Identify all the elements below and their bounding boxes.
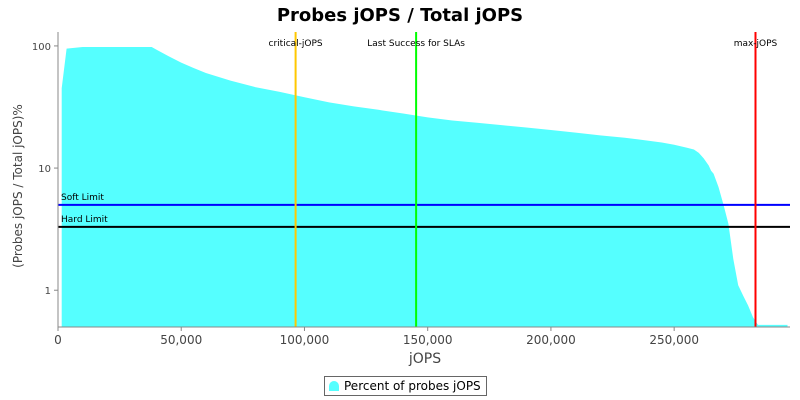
x-tick-label-4: 200,000 <box>526 333 576 347</box>
vertical-marker-label-2: max-jOPS <box>734 39 778 49</box>
x-tick-label-0: 0 <box>54 333 62 347</box>
x-tick-label-1: 50,000 <box>160 333 202 347</box>
y-tick-label-0: 1 <box>45 286 51 297</box>
x-tick-label-5: 250,000 <box>649 333 699 347</box>
legend: Percent of probes jOPS <box>324 376 487 396</box>
legend-swatch <box>329 381 339 391</box>
plot-area: Soft Limit Hard Limit critical-jOPS Last Su… <box>32 32 790 347</box>
series-area-0 <box>61 47 788 327</box>
legend-label: Percent of probes jOPS <box>344 379 481 393</box>
horizontal-marker-label-0: Soft Limit <box>61 193 104 203</box>
x-tick-label-3: 150,000 <box>403 333 453 347</box>
y-tick-label-2: 100 <box>32 42 51 53</box>
horizontal-marker-label-1: Hard Limit <box>61 215 108 225</box>
x-axis-label: jOPS <box>408 351 441 367</box>
chart-title: Probes jOPS / Total jOPS <box>277 5 523 26</box>
vertical-marker-label-0: critical-jOPS <box>269 39 323 49</box>
vertical-marker-label-1: Last Success for SLAs <box>367 39 465 49</box>
x-tick-label-2: 100,000 <box>280 333 330 347</box>
y-tick-label-1: 10 <box>38 164 51 175</box>
y-axis-label: (Probes jOPS / Total jOPS)% <box>11 104 25 268</box>
